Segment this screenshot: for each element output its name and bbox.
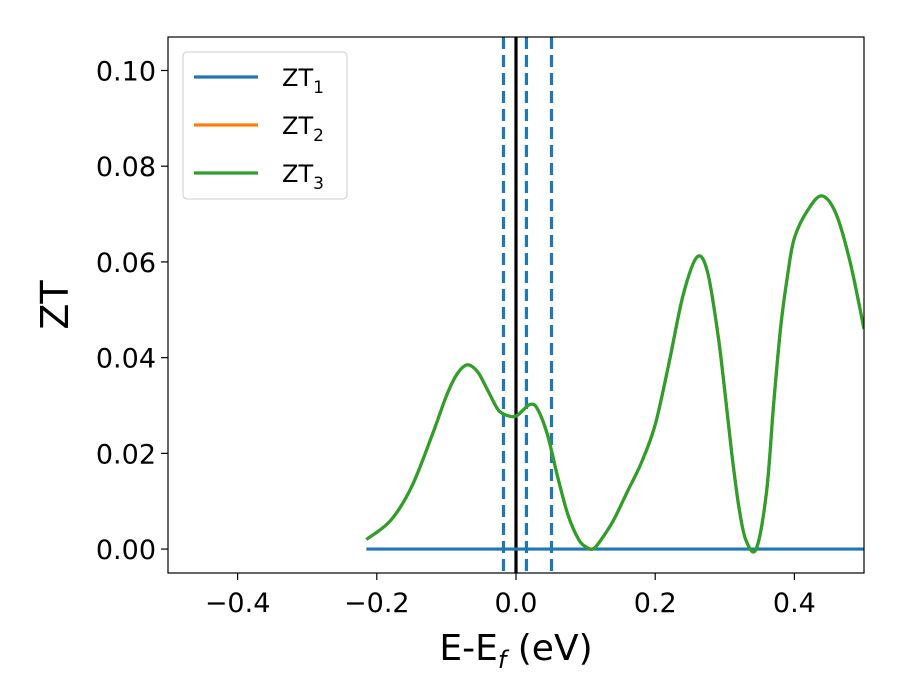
vertical-lines [501, 37, 554, 573]
y-tick-label: 0.04 [96, 344, 156, 375]
legend-label-zt2: ZT2 [282, 112, 324, 146]
series-line-zt3 [365, 194, 864, 554]
x-tick-label: 0.2 [634, 588, 677, 619]
legend-label-zt1: ZT1 [282, 64, 324, 98]
x-tick-label: 0.0 [495, 588, 538, 619]
y-tick-label: 0.10 [96, 57, 156, 88]
x-tick-label: −0.2 [344, 588, 410, 619]
y-tick-label: 0.08 [96, 152, 156, 183]
y-axis-ticks: 0.00 0.02 0.04 0.06 0.08 0.10 [96, 57, 168, 566]
y-tick-label: 0.02 [96, 439, 156, 470]
series-line-zt2 [365, 194, 864, 554]
x-axis-title: E-Ef (eV) [439, 628, 592, 674]
x-axis-title-main: E-E [439, 628, 497, 669]
y-tick-label: 0.06 [96, 248, 156, 279]
series-lines [365, 194, 864, 554]
legend-label-zt3: ZT3 [282, 160, 324, 194]
legend-box [182, 51, 348, 200]
y-tick-label: 0.00 [96, 535, 156, 566]
x-axis-title-unit: (eV) [506, 628, 592, 669]
x-tick-label: 0.4 [773, 588, 816, 619]
legend: ZT1 ZT2 ZT3 [182, 51, 348, 200]
x-tick-label: −0.4 [205, 588, 271, 619]
y-axis-title: ZT [33, 280, 77, 330]
x-axis-ticks: −0.4 −0.2 0.0 0.2 0.4 [205, 573, 816, 619]
